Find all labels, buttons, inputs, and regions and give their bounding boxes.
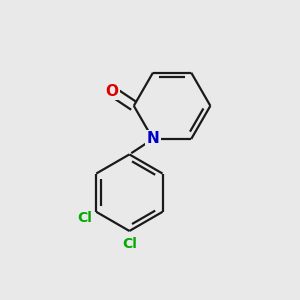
Text: N: N — [147, 131, 159, 146]
Text: Cl: Cl — [77, 212, 92, 226]
Text: O: O — [105, 84, 118, 99]
Text: Cl: Cl — [122, 237, 137, 251]
